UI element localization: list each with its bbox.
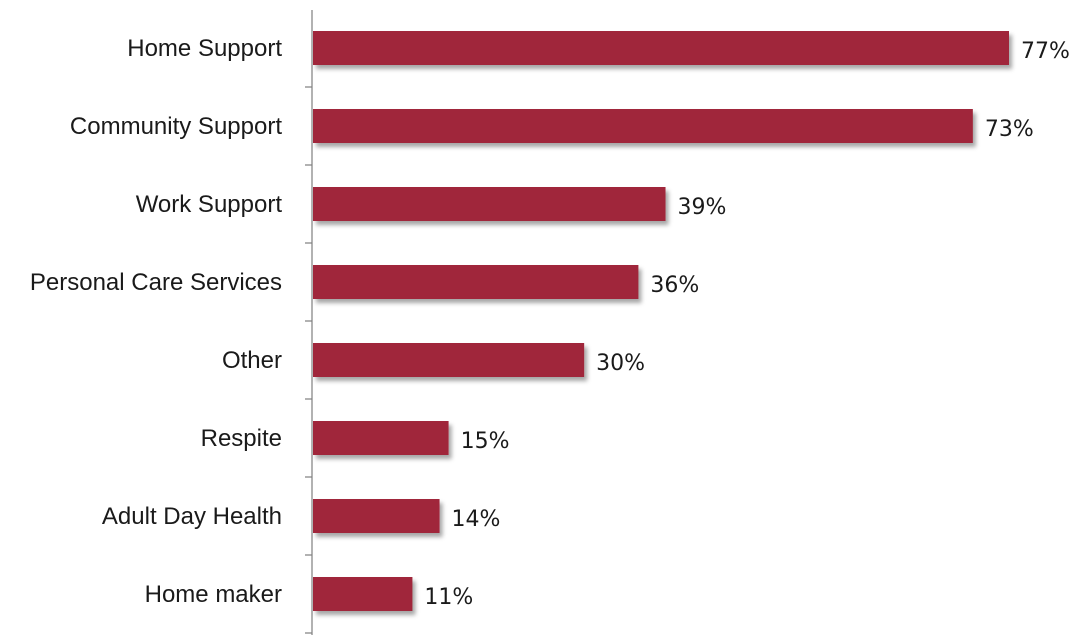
- value-label: 77%: [1021, 39, 1070, 64]
- value-label: 73%: [985, 117, 1034, 142]
- category-label: Home Support: [127, 35, 282, 62]
- bar: [313, 109, 973, 143]
- value-label: 15%: [461, 429, 510, 454]
- category-axis: [305, 10, 313, 635]
- bar: [313, 31, 1009, 65]
- value-label: 39%: [678, 195, 727, 220]
- bars: [313, 31, 1009, 611]
- value-label: 36%: [650, 273, 699, 298]
- bar: [313, 499, 440, 533]
- value-label: 14%: [452, 507, 501, 532]
- bar: [313, 421, 449, 455]
- category-label: Adult Day Health: [102, 503, 282, 530]
- category-label: Community Support: [70, 113, 282, 140]
- value-label: 11%: [424, 585, 473, 610]
- category-label: Work Support: [136, 191, 283, 218]
- bar: [313, 187, 666, 221]
- bar: [313, 577, 413, 611]
- category-label: Other: [222, 347, 282, 374]
- category-label: Personal Care Services: [30, 269, 282, 296]
- bar: [313, 343, 585, 377]
- labels: Home Support 77% Community Support 73% Work …: [30, 35, 1070, 610]
- category-label: Respite: [201, 425, 282, 452]
- bar: [313, 265, 639, 299]
- category-label: Home maker: [145, 581, 282, 608]
- value-label: 30%: [596, 351, 645, 376]
